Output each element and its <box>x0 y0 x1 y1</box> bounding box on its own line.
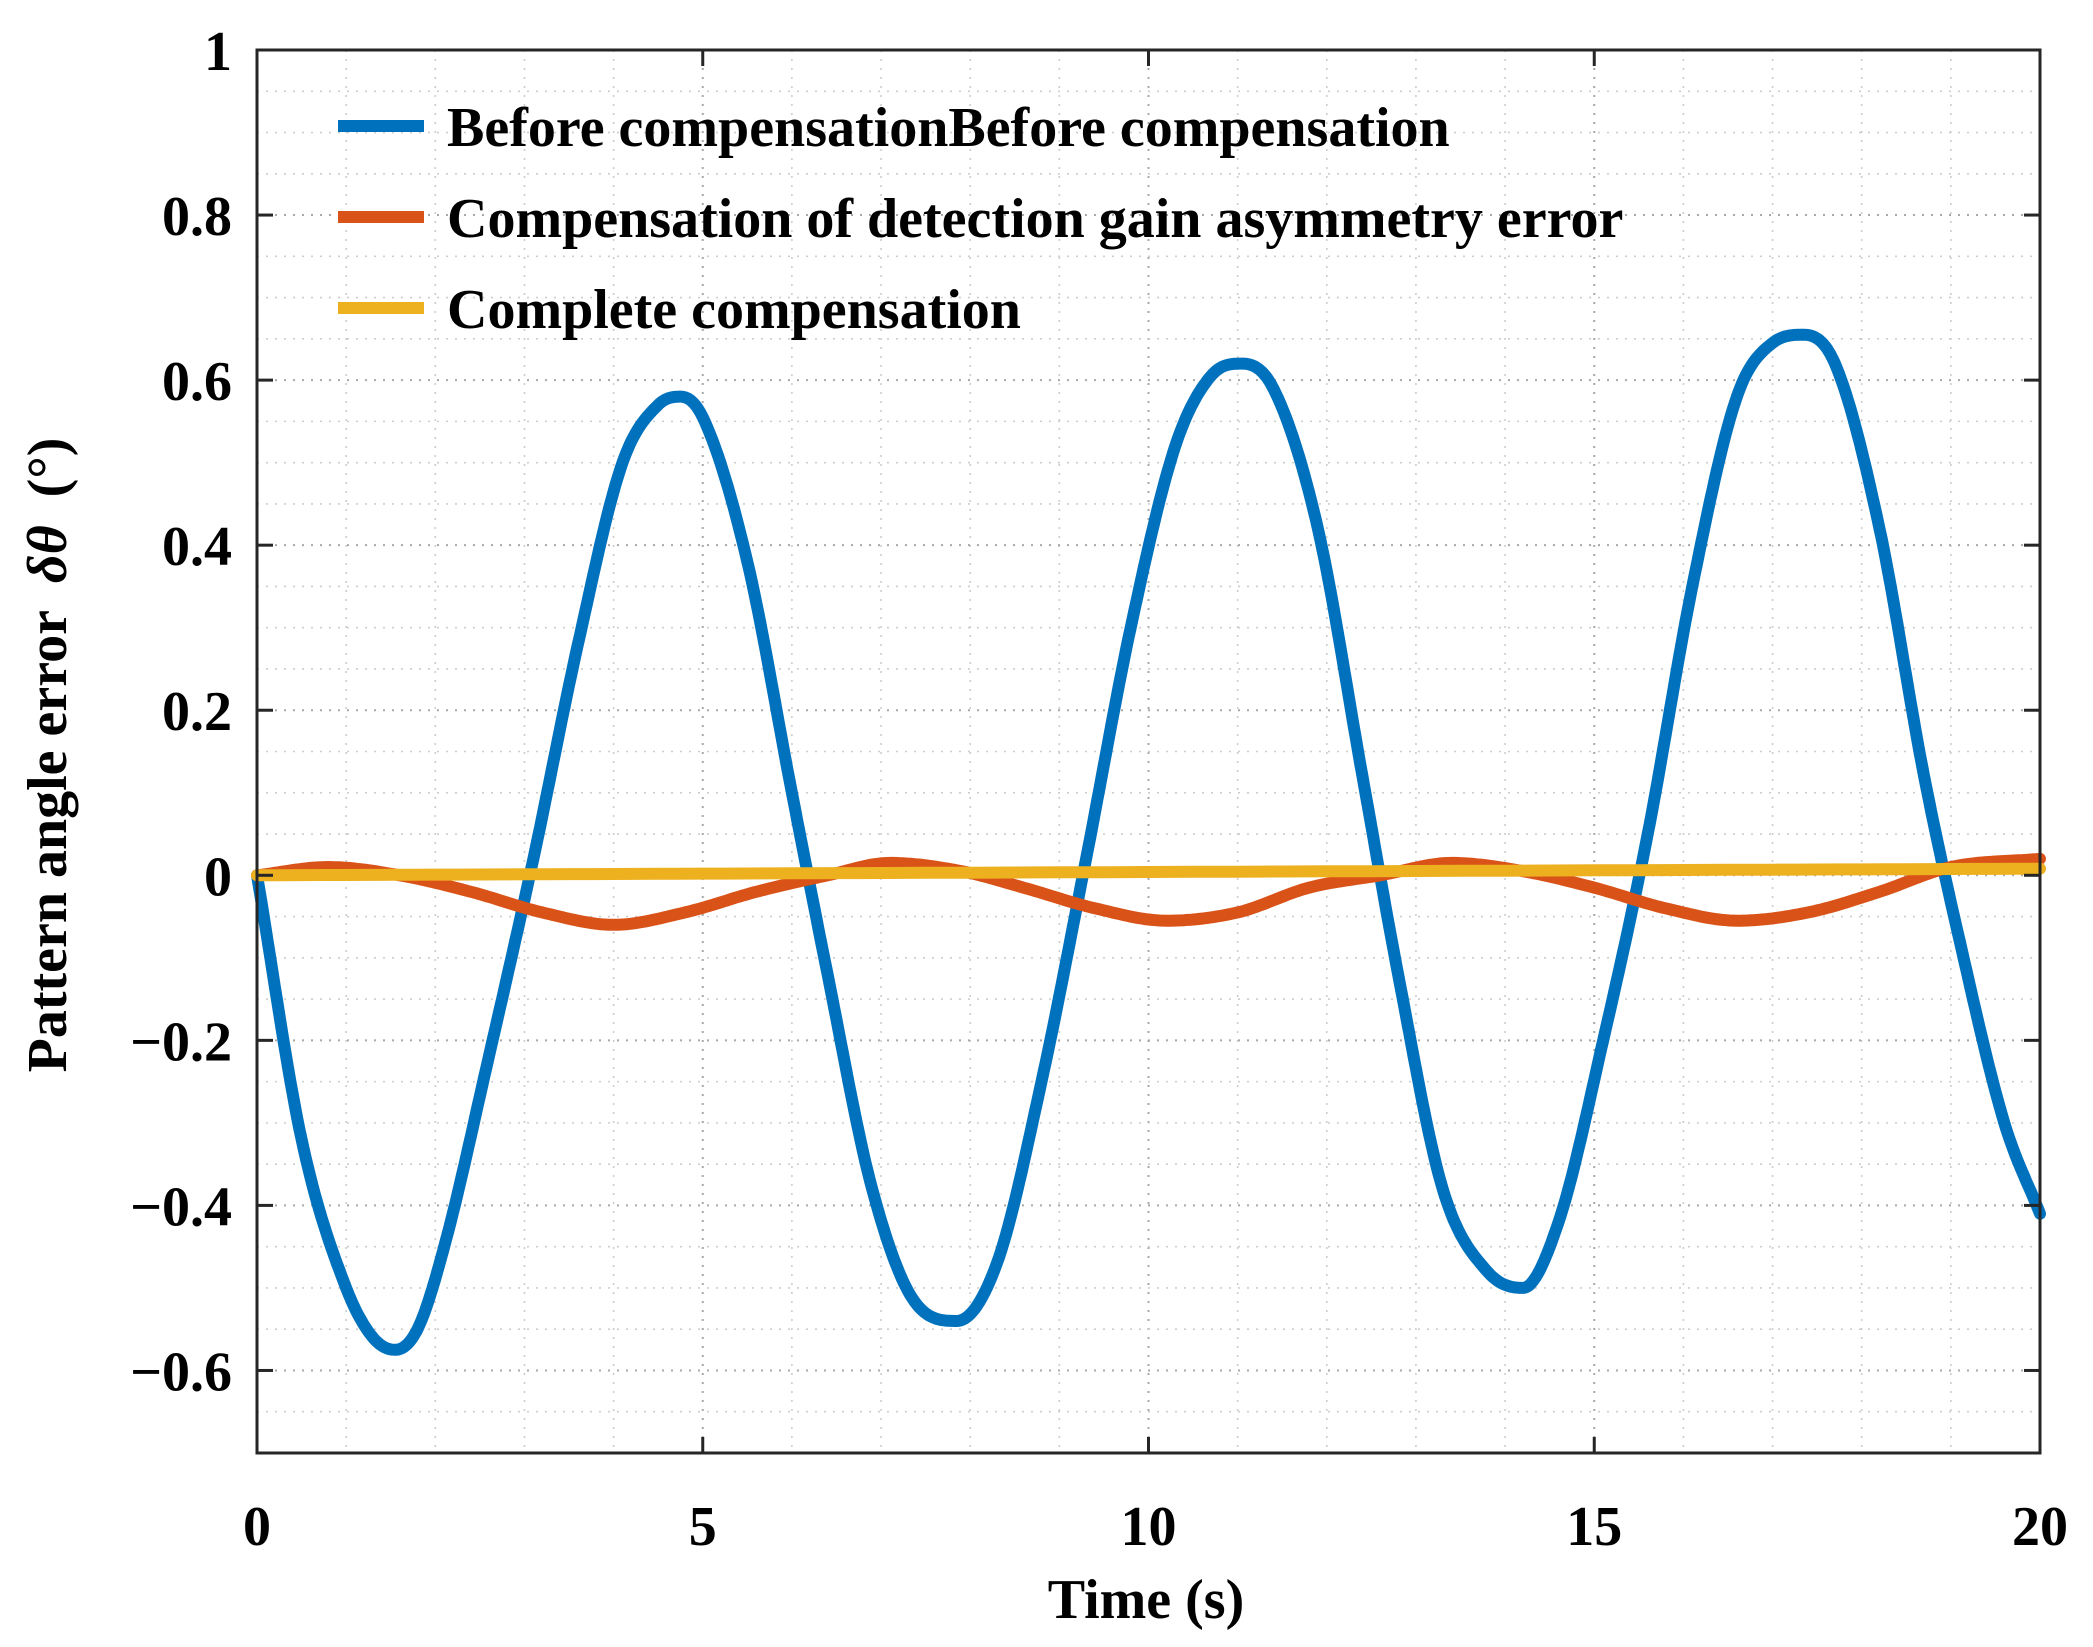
y-axis-label-text: Pattern angle error <box>17 611 79 1072</box>
series-lines <box>251 328 2046 1356</box>
y-tick-label: 0 <box>204 846 232 908</box>
y-tick-label: 0.4 <box>162 516 232 578</box>
x-axis-label: Time (s) <box>1048 1569 1245 1631</box>
y-tick-label: −0.2 <box>130 1011 232 1073</box>
legend-label-2: Complete compensation <box>447 279 1021 341</box>
x-tick-label: 10 <box>1121 1496 1177 1558</box>
x-tick-label: 15 <box>1566 1496 1622 1558</box>
y-axis-label-symbol: δθ <box>17 525 79 583</box>
grid-lines <box>256 49 2041 1454</box>
y-tick-label: 1 <box>204 21 232 83</box>
series-line-2 <box>251 862 2046 882</box>
x-tick-label: 5 <box>689 1496 717 1558</box>
series-line-0 <box>251 328 2046 1356</box>
y-tick-label: 0.8 <box>162 186 232 248</box>
x-tick-label: 0 <box>243 1496 271 1558</box>
series-line-1 <box>251 852 2046 931</box>
y-tick-label: −0.6 <box>130 1341 232 1403</box>
x-tick-label: 20 <box>2012 1496 2068 1558</box>
y-axis-label-unit: (°) <box>17 438 79 498</box>
axis-ticks: 0 5 10 15 20 −0.6 −0.4 −0.2 0 0.2 0.4 0.6 0.8 1 <box>130 21 2068 1558</box>
legend-label-0: Before compensationBefore compensation <box>447 97 1450 159</box>
y-tick-label: −0.4 <box>130 1176 232 1238</box>
legend-label-1: Compensation of detection gain asymmetry… <box>447 188 1623 250</box>
y-tick-label: 0.6 <box>162 351 232 413</box>
y-axis-label: Pattern angle error δθ (°) <box>17 438 79 1073</box>
legend: Before compensationBefore compensation Co… <box>338 97 1623 341</box>
y-tick-label: 0.2 <box>162 681 232 743</box>
